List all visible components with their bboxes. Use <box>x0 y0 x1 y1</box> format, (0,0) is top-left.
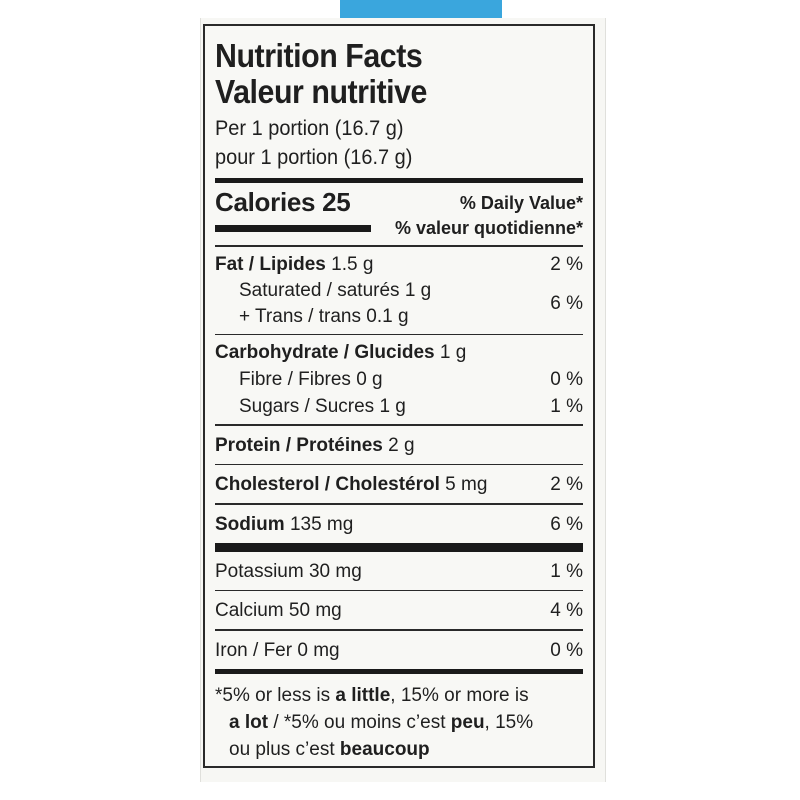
potassium-percent: 1 % <box>550 560 583 582</box>
divider-heavy <box>215 542 583 552</box>
fat-group: Fat / Lipides 1.5 g 2 % Saturated / satu… <box>215 247 583 334</box>
calories-value: Calories 25 <box>215 187 351 217</box>
iron-label: Iron / Fer 0 mg <box>215 639 340 661</box>
carbohydrate-label: Carbohydrate / Glucides <box>215 342 435 363</box>
packaging-background-right <box>600 0 800 800</box>
footnote-text: / *5% ou moins c’est <box>268 711 451 733</box>
carbohydrate-amount: 1 g <box>434 342 467 363</box>
daily-value-french: % valeur quotidienne* <box>394 218 583 238</box>
saturated-trans-group: Saturated / saturés 1 g + Trans / trans … <box>215 278 583 330</box>
title-english: Nutrition Facts <box>215 37 423 74</box>
serving-size-english: Per 1 portion (16.7 g) <box>215 117 404 140</box>
footnote-text: ou plus c’est <box>229 738 340 760</box>
protein-row: Protein / Protéines 2 g <box>215 426 583 464</box>
potassium-row: Potassium 30 mg 1 % <box>215 552 583 590</box>
nutrition-facts-table: Nutrition Facts Valeur nutritive Per 1 p… <box>203 24 595 768</box>
title-french: Valeur nutritive <box>215 73 427 110</box>
sugars-percent: 1 % <box>550 396 583 417</box>
footnote-line-3: ou plus c’est beaucoup <box>215 736 583 763</box>
sodium-amount: 135 mg <box>284 513 354 535</box>
sodium-label: Sodium <box>215 513 285 535</box>
carbohydrate-row: Carbohydrate / Glucides 1 g <box>215 339 583 366</box>
packaging-background-left <box>0 0 200 800</box>
protein-label: Protein / Protéines <box>215 434 383 456</box>
footnote-bold: a lot <box>229 711 269 733</box>
cholesterol-row: Cholesterol / Cholestérol 5 mg 2 % <box>215 465 583 503</box>
calories-block: Calories 25 % Daily Value* % valeur quot… <box>215 183 583 245</box>
sugars-label: Sugars / Sucres 1 g <box>239 396 406 417</box>
serving-size-french: pour 1 portion (16.7 g) <box>215 146 413 169</box>
trans-row: + Trans / trans 0.1 g <box>239 305 409 327</box>
fat-percent: 2 % <box>550 253 583 275</box>
cholesterol-amount: 5 mg <box>439 474 488 495</box>
divider <box>215 333 583 335</box>
calcium-row: Calcium 50 mg 4 % <box>215 591 583 629</box>
divider <box>215 589 583 591</box>
saturated-row: Saturated / saturés 1 g <box>239 279 432 301</box>
divider <box>215 629 583 631</box>
footnote-text: , 15% <box>484 711 534 733</box>
footnote-bold: a little <box>335 684 391 706</box>
potassium-label: Potassium 30 mg <box>215 560 362 582</box>
saturated-trans-percent: 6 % <box>550 292 583 314</box>
divider <box>215 463 583 465</box>
footnote-line-1: *5% or less is a little, 15% or more is <box>215 682 583 709</box>
sodium-percent: 6 % <box>550 513 583 535</box>
fat-amount: 1.5 g <box>325 253 374 275</box>
carbohydrate-group: Carbohydrate / Glucides 1 g Fibre / Fibr… <box>215 335 583 424</box>
divider <box>215 503 583 505</box>
footnote-line-2: a lot / *5% ou moins c’est peu, 15% <box>215 709 583 736</box>
fibre-label: Fibre / Fibres 0 g <box>239 369 383 390</box>
cholesterol-percent: 2 % <box>550 474 583 495</box>
divider-thick <box>215 178 583 183</box>
iron-row: Iron / Fer 0 mg 0 % <box>215 631 583 669</box>
fibre-percent: 0 % <box>550 369 583 390</box>
fat-label: Fat / Lipides <box>215 253 326 275</box>
footnote-bold: beaucoup <box>339 738 430 760</box>
footnote-text: *5% or less is <box>215 684 336 706</box>
sodium-row: Sodium 135 mg 6 % <box>215 505 583 543</box>
fibre-row: Fibre / Fibres 0 g 0 % <box>215 366 583 393</box>
footnote-text: , 15% or more is <box>390 684 529 706</box>
iron-percent: 0 % <box>550 639 583 661</box>
sugars-row: Sugars / Sucres 1 g 1 % <box>215 393 583 420</box>
calories-underline <box>215 225 371 232</box>
calcium-label: Calcium 50 mg <box>215 600 342 621</box>
divider-thick <box>215 668 583 674</box>
footnote-bold: peu <box>450 711 485 733</box>
blue-packaging-tab <box>340 0 502 18</box>
divider <box>215 245 583 247</box>
protein-amount: 2 g <box>382 434 415 456</box>
daily-value-footnote: *5% or less is a little, 15% or more is … <box>215 674 583 763</box>
fat-row: Fat / Lipides 1.5 g 2 % <box>215 251 583 278</box>
daily-value-heading: % Daily Value* % valeur quotidienne* <box>395 191 583 241</box>
cholesterol-label: Cholesterol / Cholestérol <box>215 474 440 495</box>
calcium-percent: 4 % <box>550 600 583 621</box>
divider <box>215 424 583 426</box>
daily-value-english: % Daily Value* <box>459 193 583 213</box>
